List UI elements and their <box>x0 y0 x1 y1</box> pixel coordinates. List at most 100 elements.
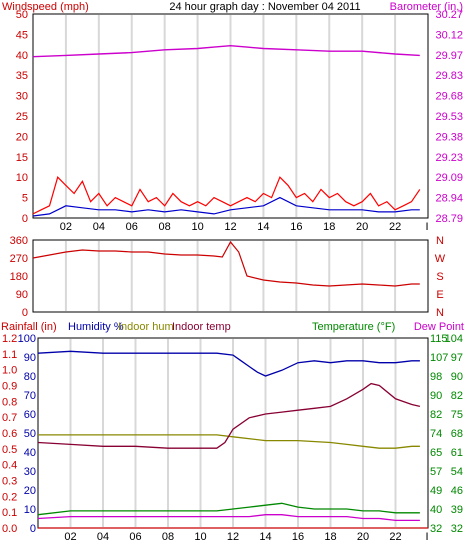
temp-y-tick: 40 <box>430 504 442 516</box>
temp-outer-y-tick: 82 <box>451 390 463 402</box>
x-tick-label: 12 <box>224 221 236 233</box>
compass-tick: W <box>435 253 446 265</box>
baro-y-tick: 30.27 <box>435 9 463 21</box>
x-tick-label: 04 <box>93 221 105 233</box>
wind-y-tick: 40 <box>16 50 28 62</box>
temp-y-tick: 115 <box>430 333 448 345</box>
indoor-temp-label: Indoor temp <box>172 321 231 333</box>
x-tick-label: 08 <box>162 531 174 543</box>
wind-y-tick: 10 <box>16 172 28 184</box>
direction-y-tick: 270 <box>10 253 28 265</box>
baro-y-tick: 29.09 <box>435 172 463 184</box>
rain-y-tick: 0.9 <box>2 381 17 393</box>
temperature-line <box>37 502 420 516</box>
rain-y-tick: 0.3 <box>2 476 17 488</box>
rainfall-axis-label: Rainfall (in) <box>1 321 57 333</box>
direction-y-tick: 0 <box>22 307 28 319</box>
barometer-axis-label: Barometer (in.) <box>390 1 463 13</box>
rain-y-tick: 0.2 <box>2 491 17 503</box>
wind-y-tick: 20 <box>16 131 28 143</box>
temp-outer-y-tick: 61 <box>451 447 463 459</box>
wind-y-tick: 5 <box>22 193 28 205</box>
temp-y-tick: 65 <box>430 447 442 459</box>
temp-y-tick: 82 <box>430 409 442 421</box>
rain-y-tick: 0.5 <box>2 444 17 456</box>
rain-y-tick: 0.8 <box>2 396 17 408</box>
wind-barometer-panel: 02 04 06 08 10 12 14 16 18 20 22 I 0 5 10 15 20 25 30 35 40 4… <box>16 9 463 233</box>
x-tick-label: 22 <box>389 531 401 543</box>
x-tick-label: 16 <box>290 221 302 233</box>
x-tick-label: 10 <box>191 221 203 233</box>
rain-y-tick: 1.1 <box>2 349 17 361</box>
x-tick-label: 14 <box>259 531 271 543</box>
humidity-temperature-panel: 02 04 06 08 10 12 14 16 18 20 22 I 0.0 0.1 0.2 0.3 0.4 0.… <box>2 333 463 543</box>
x-tick-label: 02 <box>64 531 76 543</box>
baro-y-tick: 29.97 <box>435 50 463 62</box>
x-tick-label: 18 <box>324 531 336 543</box>
wind-gust-line <box>32 176 421 215</box>
humidity-y-tick: 40 <box>24 447 36 459</box>
x-tick-label: 12 <box>227 531 239 543</box>
temperature-axis-label: Temperature (°F) <box>312 321 395 333</box>
chart-title: 24 hour graph day : November 04 2011 <box>169 1 360 13</box>
wind-avg-line <box>32 196 420 217</box>
compass-tick: S <box>436 271 443 283</box>
dewpoint-axis-label: Dew Point <box>414 321 464 333</box>
rain-y-tick: 1.0 <box>2 365 17 377</box>
temp-y-tick: 57 <box>430 466 442 478</box>
wind-y-tick: 0 <box>22 213 28 225</box>
wind-direction-line <box>32 240 420 287</box>
rain-y-tick: 0.7 <box>2 412 17 424</box>
rain-y-tick: 1.2 <box>2 333 17 345</box>
humidity-y-tick: 100 <box>18 333 36 345</box>
x-tick-label: 06 <box>126 221 138 233</box>
dewpoint-line <box>37 514 420 522</box>
temp-y-tick: 74 <box>430 428 442 440</box>
temp-outer-y-tick: 32 <box>451 523 463 535</box>
x-tick-label: 06 <box>129 531 141 543</box>
temp-outer-y-tick: 104 <box>445 333 463 345</box>
direction-y-tick: 360 <box>10 235 28 247</box>
compass-tick: N <box>436 235 444 247</box>
x-tick-label: I <box>425 221 428 233</box>
humidity-y-tick: 60 <box>24 409 36 421</box>
humidity-y-tick: 30 <box>24 466 36 478</box>
rain-y-tick: 0.1 <box>2 507 17 519</box>
barometer-line <box>32 44 420 58</box>
baro-y-tick: 28.94 <box>435 193 463 205</box>
x-tick-label: 08 <box>159 221 171 233</box>
temp-y-tick: 49 <box>430 485 442 497</box>
indoor-hum-line <box>38 434 420 449</box>
temp-outer-y-tick: 75 <box>451 409 463 421</box>
x-tick-label: 20 <box>357 531 369 543</box>
baro-y-tick: 29.68 <box>435 91 463 103</box>
rain-y-tick: 0.4 <box>2 460 17 472</box>
humidity-y-tick: 50 <box>24 428 36 440</box>
temp-outer-y-tick: 39 <box>451 504 463 516</box>
baro-y-tick: 29.83 <box>435 70 463 82</box>
humidity-y-tick: 10 <box>24 504 36 516</box>
baro-y-tick: 28.79 <box>435 213 463 225</box>
humidity-y-tick: 90 <box>24 352 36 364</box>
windspeed-axis-label: Windspeed (mph) <box>2 1 89 13</box>
rain-y-tick: 0.0 <box>2 523 17 535</box>
x-tick-label: 04 <box>97 531 109 543</box>
compass-tick: N <box>436 307 444 319</box>
wind-y-tick: 25 <box>16 111 28 123</box>
humidity-y-tick: 20 <box>24 485 36 497</box>
x-tick-label: 16 <box>292 531 304 543</box>
temp-y-tick: 32 <box>430 523 442 535</box>
indoor-temp-line <box>37 382 421 449</box>
temp-y-tick: 98 <box>430 371 442 383</box>
wind-y-tick: 35 <box>16 70 28 82</box>
humidity-line <box>37 350 420 377</box>
temp-outer-y-tick: 54 <box>451 466 463 478</box>
humidity-axis-label: Humidity % <box>68 321 124 333</box>
x-tick-label: 14 <box>257 221 269 233</box>
rain-y-tick: 0.6 <box>2 428 17 440</box>
temp-outer-y-tick: 90 <box>451 371 463 383</box>
wind-y-tick: 50 <box>16 9 28 21</box>
